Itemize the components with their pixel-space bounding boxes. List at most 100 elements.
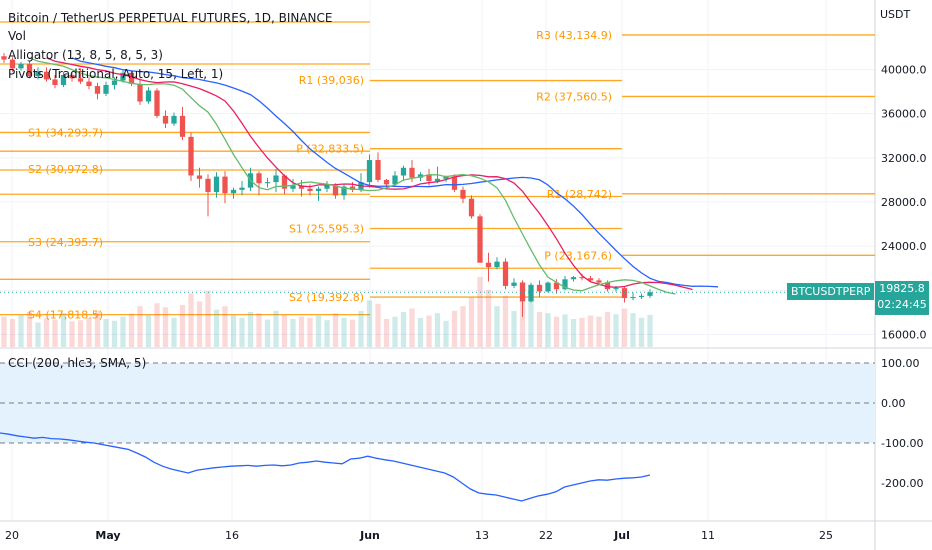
volume-bar (485, 289, 492, 347)
candle-body (60, 75, 67, 85)
time-tick-label: Jul (613, 529, 630, 542)
volume-bar (417, 317, 424, 347)
volume-bar (26, 312, 33, 347)
time-tick-label: 16 (225, 529, 239, 542)
symbol-legend[interactable]: Bitcoin / TetherUS PERPETUAL FUTURES, 1D… (8, 11, 333, 25)
volume-bar (528, 300, 534, 347)
volume-bar (86, 317, 92, 347)
volume-bar (247, 312, 254, 347)
volume-bar (307, 317, 313, 347)
last-price-tag: 19825.8 02:24:45 (875, 281, 929, 315)
candle-body (409, 167, 415, 178)
candle-body (613, 288, 619, 290)
price-tick-label: 32000.0 (881, 152, 927, 165)
candle-body (188, 136, 194, 176)
cci-tick-label: -200.00 (881, 477, 923, 490)
volume-bar (366, 300, 373, 347)
cci-legend[interactable]: CCI (200, hlc3, SMA, 5) (8, 356, 147, 370)
volume-bar (239, 317, 245, 347)
candle-body (120, 72, 126, 81)
candle-body (128, 72, 135, 84)
alligator-legend[interactable]: Alligator (13, 8, 5, 8, 5, 3) (8, 48, 163, 62)
candle-body (162, 115, 169, 124)
candle-body (145, 90, 152, 102)
volume-bar (621, 308, 628, 347)
candle-body (137, 83, 143, 102)
candle-body (281, 175, 288, 189)
time-tick-label: 13 (475, 529, 489, 542)
volume-bar (638, 317, 645, 347)
candle-body (222, 176, 228, 194)
candle-body (315, 188, 322, 191)
pivot-label: R3 (43,134.9) (536, 29, 612, 42)
cci-line (0, 432, 651, 502)
candle-body (324, 185, 330, 189)
pivot-label: S4 (17,818.5) (28, 308, 103, 321)
candle-body (230, 189, 237, 194)
volume-bar (43, 317, 50, 347)
candle-body (485, 262, 492, 268)
volume-bar (358, 310, 364, 347)
volume-bar (103, 319, 109, 347)
pivots-legend[interactable]: Pivots (Traditional, Auto, 15, Left, 1) (8, 67, 224, 81)
candle-body (647, 292, 653, 296)
candle-body (426, 174, 432, 182)
volume-bar (281, 314, 288, 347)
pivot-label: S1 (34,293.7) (28, 127, 103, 140)
volume-bar (332, 313, 339, 347)
candle-body (545, 282, 551, 292)
price-tick-label: 16000.0 (881, 329, 927, 342)
pivot-label: R1 (28,742) (547, 188, 612, 201)
candle-body (443, 176, 449, 179)
pivot-label: P (32,833.5) (296, 143, 364, 156)
last-price: 19825.8 (879, 282, 925, 295)
pivot-label: S1 (25,595.3) (289, 223, 364, 236)
volume-bar (1, 316, 7, 347)
candle-body (494, 261, 500, 268)
candle-body (570, 277, 577, 280)
volume-bar (315, 315, 322, 347)
candle-body (587, 278, 594, 281)
volume-bar (213, 309, 220, 347)
candle-body (375, 160, 381, 180)
time-tick-label: Jun (359, 529, 380, 542)
volume-bar (349, 319, 356, 347)
volume-bar (392, 316, 398, 347)
cci-band (0, 363, 875, 443)
candle-body (638, 295, 645, 297)
time-tick-label: May (95, 529, 120, 542)
volume-bar (587, 315, 594, 347)
candle-body (154, 90, 160, 116)
pivot-label: S2 (19,392.8) (289, 291, 364, 304)
time-tick-label: 22 (539, 529, 553, 542)
price-tick-label: 24000.0 (881, 240, 927, 253)
volume-bar (477, 277, 483, 347)
candle-body (18, 63, 24, 69)
volume-bar (604, 312, 611, 347)
volume-bar (230, 314, 237, 347)
volume-bar (205, 291, 211, 347)
volume-bar (341, 317, 347, 347)
volume-bar (77, 320, 84, 347)
vol-legend[interactable]: Vol (8, 29, 26, 43)
candle-body (451, 176, 458, 190)
volume-bar (222, 306, 228, 347)
pivot-label: S3 (24,395.7) (28, 236, 103, 249)
candle-body (366, 160, 373, 183)
volume-bar (9, 319, 16, 347)
candle-body (298, 185, 305, 189)
volume-bar (502, 295, 509, 347)
candle-body (596, 280, 602, 283)
volume-bar (570, 319, 577, 347)
price-tick-label: 36000.0 (881, 108, 927, 121)
volume-bar (94, 310, 101, 347)
candle-body (239, 187, 245, 190)
volume-bar (647, 314, 653, 347)
cci-tick-label: 0.00 (881, 397, 906, 410)
volume-bar (553, 316, 560, 347)
candle-body (94, 86, 101, 94)
candle-body (502, 261, 509, 286)
candle-body (477, 216, 483, 263)
symbol-price-tag: BTCUSDTPERP (787, 283, 875, 300)
